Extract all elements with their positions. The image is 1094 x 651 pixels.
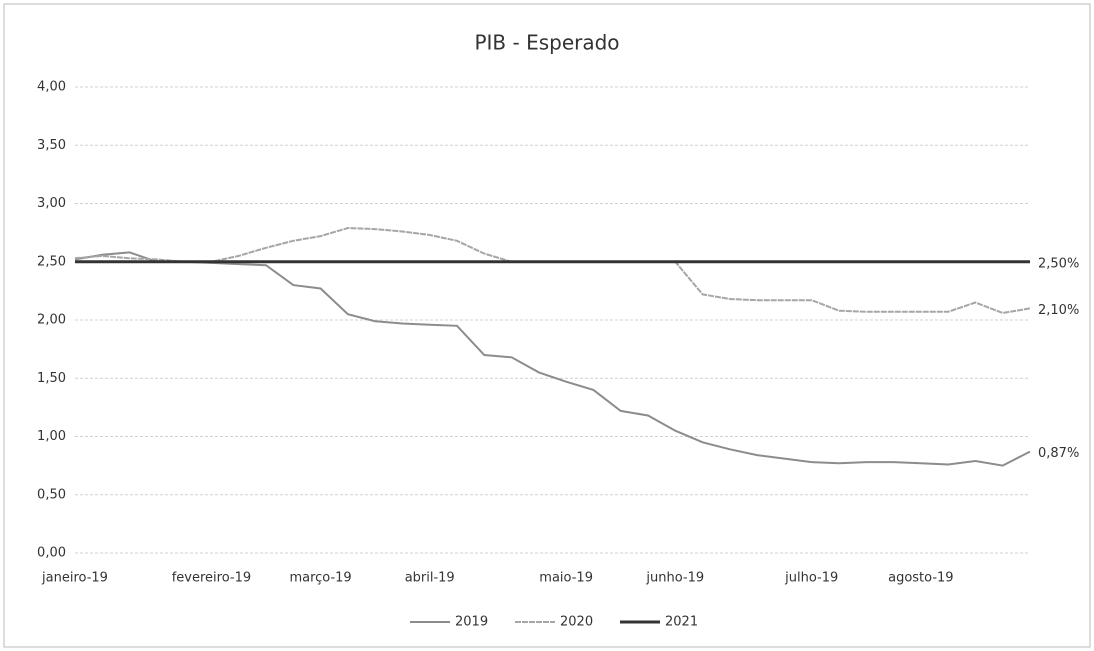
x-tick-label: abril-19	[405, 571, 455, 586]
x-tick-label: junho-19	[645, 571, 704, 586]
y-tick-label: 3,00	[37, 196, 66, 211]
legend-label: 2019	[455, 615, 488, 630]
legend-label: 2020	[560, 615, 593, 630]
x-tick-label: maio-19	[539, 571, 593, 586]
chart-frame	[3, 3, 1091, 648]
data-label: 2,50%	[1038, 256, 1079, 271]
data-label: 2,10%	[1038, 303, 1079, 318]
y-tick-label: 2,00	[37, 313, 66, 328]
y-tick-label: 3,50	[37, 138, 66, 153]
data-label: 0,87%	[1038, 446, 1079, 461]
y-tick-label: 1,00	[37, 429, 66, 444]
x-tick-label: fevereiro-19	[172, 571, 251, 586]
y-tick-label: 4,00	[37, 80, 66, 95]
x-tick-label: março-19	[289, 571, 351, 586]
y-tick-label: 2,50	[37, 254, 66, 269]
x-tick-label: agosto-19	[888, 571, 953, 586]
x-tick-label: julho-19	[784, 571, 838, 586]
series-line	[74, 251, 1031, 467]
y-tick-label: 1,50	[37, 371, 66, 386]
y-tick-label: 0,00	[37, 546, 66, 561]
x-tick-label: janeiro-19	[41, 571, 108, 586]
chart-title: PIB - Esperado	[474, 31, 619, 55]
y-tick-label: 0,50	[37, 487, 66, 502]
legend-label: 2021	[665, 615, 698, 630]
